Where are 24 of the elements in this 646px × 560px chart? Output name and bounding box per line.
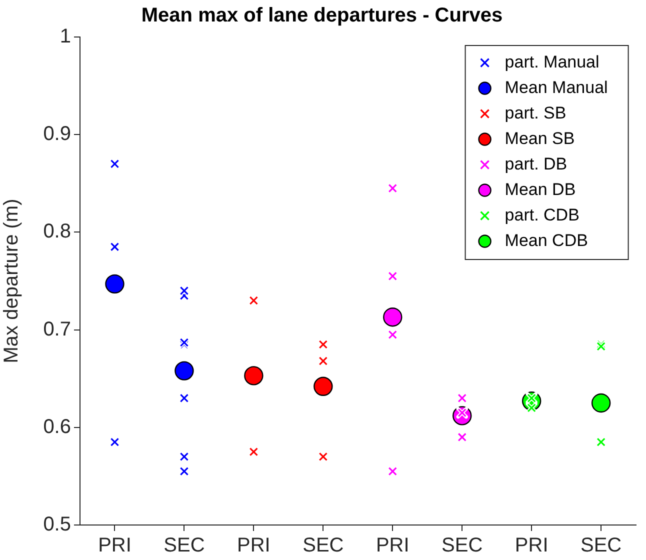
legend-label: Mean CDB xyxy=(504,230,588,250)
y-tick-label: 0.8 xyxy=(43,220,71,243)
legend-label: part. CDB xyxy=(504,205,580,224)
x-tick-label: SEC xyxy=(164,534,205,557)
y-tick-label: 0.5 xyxy=(43,514,71,536)
chart-title: Mean max of lane departures - Curves xyxy=(141,4,503,27)
legend-label: part. SB xyxy=(504,103,566,122)
legend-label: part. Manual xyxy=(504,52,600,72)
legend-label: part. DB xyxy=(504,154,568,174)
x-tick-label: PRI xyxy=(98,534,132,557)
y-axis-title: Max departure (m) xyxy=(0,198,23,364)
x-tick-label: PRI xyxy=(376,534,410,557)
x-tick-label: PRI xyxy=(237,534,270,557)
x-tick-label: SEC xyxy=(580,534,622,557)
legend-label: Mean DB xyxy=(504,180,576,199)
x-tick-label: SEC xyxy=(442,534,483,557)
y-tick-label: 1 xyxy=(60,26,71,48)
y-tick-label: 0.7 xyxy=(43,318,71,340)
x-tick-label: SEC xyxy=(302,534,344,557)
y-tick-label: 0.9 xyxy=(43,123,71,146)
y-tick-label: 0.6 xyxy=(43,416,71,438)
legend-label: Mean Manual xyxy=(504,78,608,97)
legend-label: Mean SB xyxy=(504,128,575,148)
x-tick-label: PRI xyxy=(514,534,548,557)
